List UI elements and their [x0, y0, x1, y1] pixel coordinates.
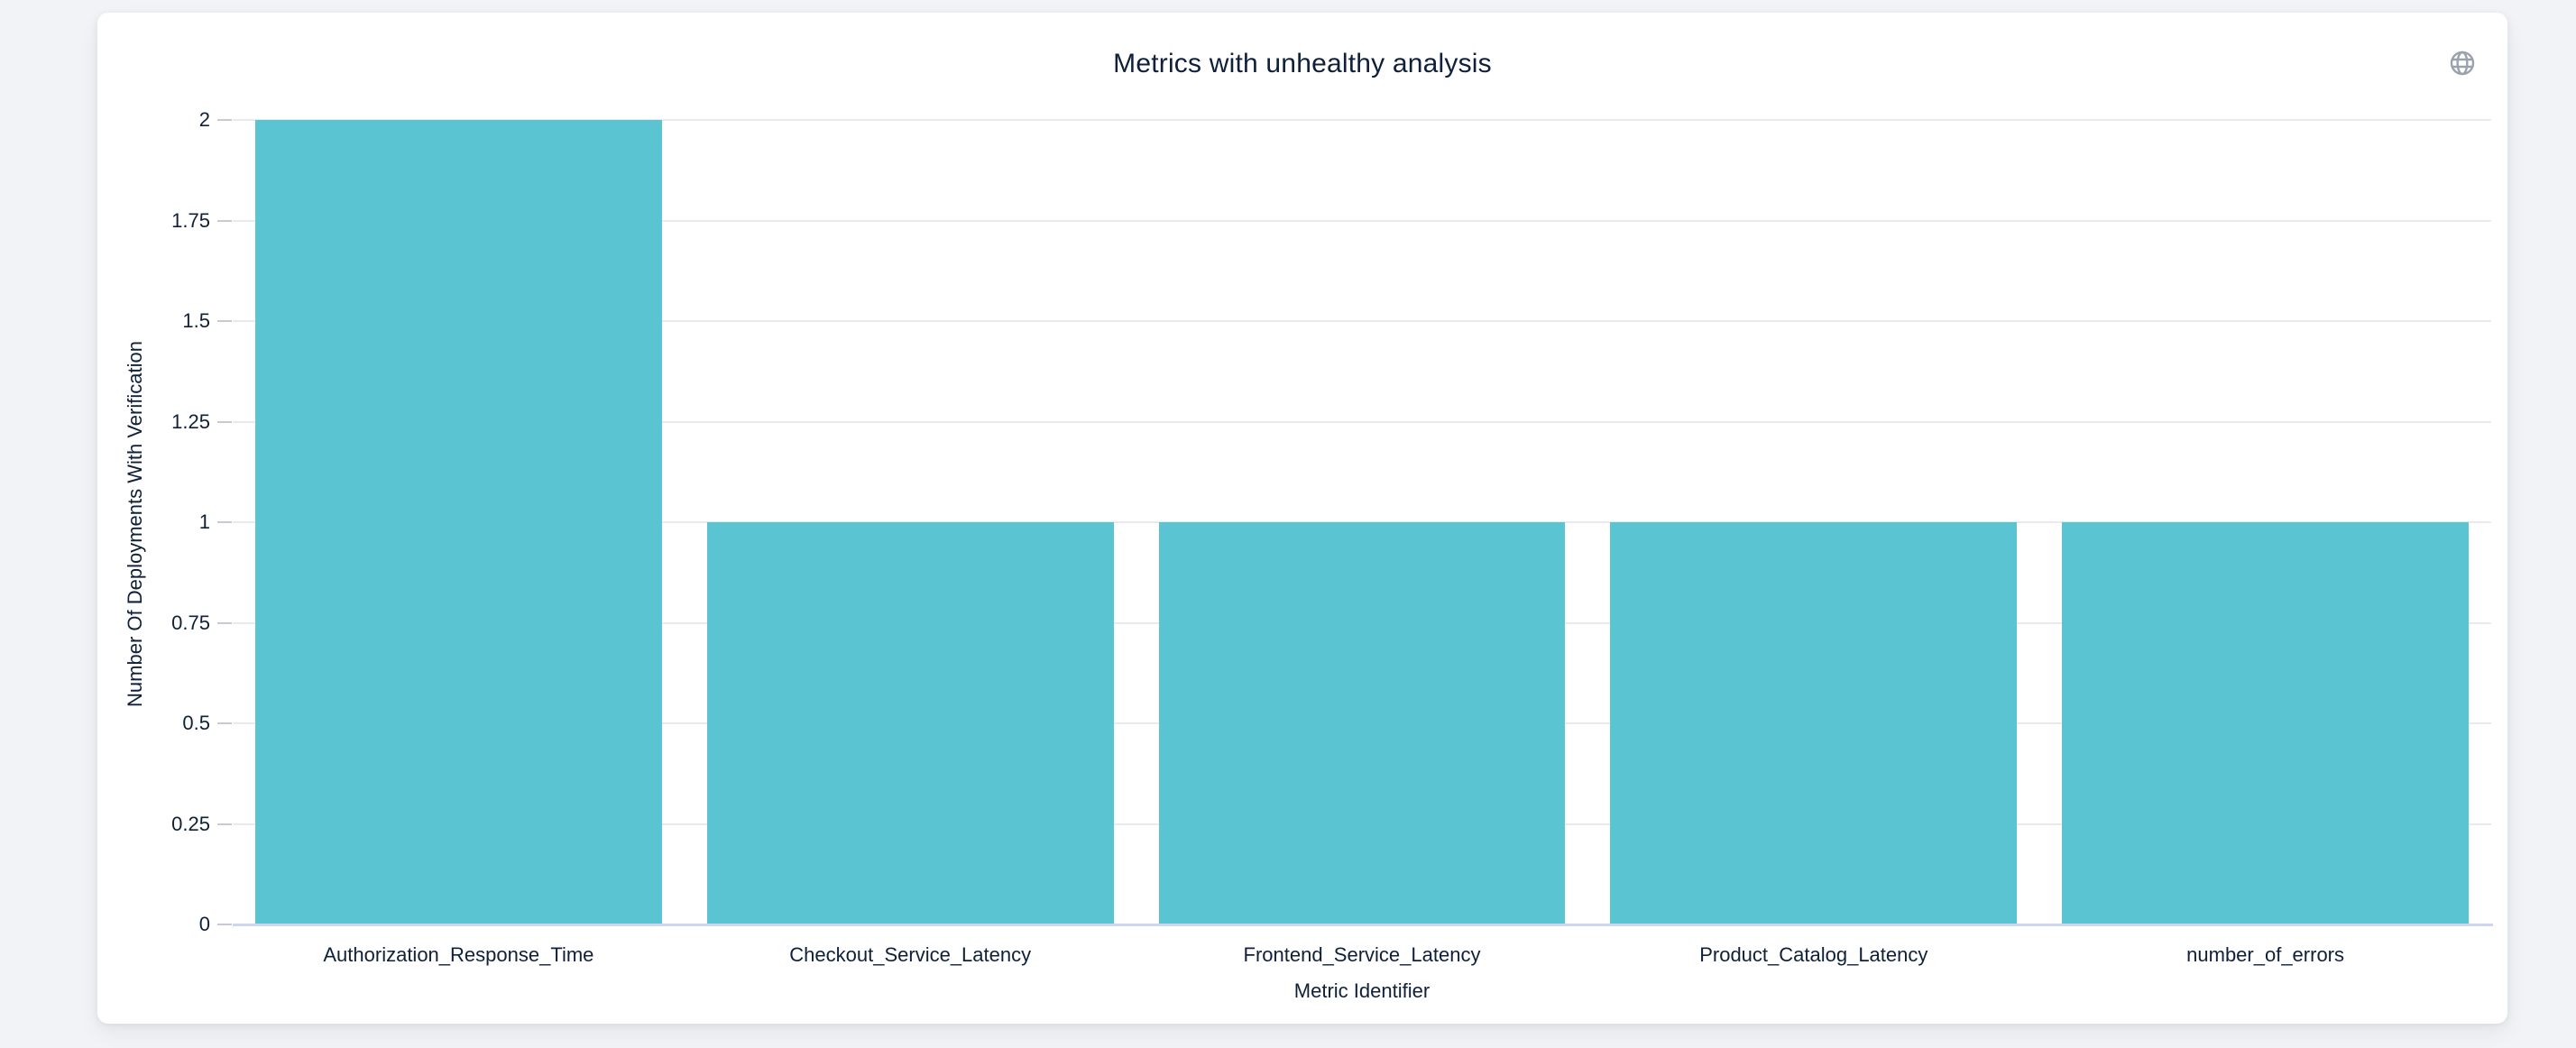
- bar[interactable]: [2062, 522, 2469, 924]
- chart-title: Metrics with unhealthy analysis: [1113, 49, 1492, 78]
- bar[interactable]: [706, 522, 1114, 924]
- bar-chart: 0 0.25 0.5 0.75 1 1.25 1.5 1.75 2 Authorization_R…: [97, 13, 2507, 1024]
- x-tick-label: Checkout_Service_Latency: [789, 943, 1032, 966]
- y-tick-mark: [217, 722, 232, 724]
- y-tick-mark: [217, 924, 232, 925]
- chart-card: Metrics with unhealthy analysis 0 0.25 0.5…: [97, 13, 2507, 1024]
- y-tick-mark: [217, 823, 232, 825]
- y-tick-label: 1.5: [182, 309, 210, 332]
- y-tick-label: 1: [198, 510, 210, 533]
- x-tick-label: Frontend_Service_Latency: [1243, 943, 1481, 966]
- y-tick-label: 0.75: [171, 611, 210, 634]
- y-axis-title: Number Of Deployments With Verification: [124, 341, 146, 707]
- y-gridline: [233, 320, 2491, 322]
- y-tick-mark: [217, 119, 232, 121]
- x-axis-line: [233, 924, 2493, 926]
- y-tick-label: 1.75: [171, 208, 210, 232]
- bar[interactable]: [1610, 522, 2018, 924]
- y-tick-mark: [217, 320, 232, 322]
- y-tick-label: 2: [198, 108, 210, 131]
- y-tick-mark: [217, 521, 232, 523]
- bar[interactable]: [255, 120, 662, 924]
- y-gridline: [233, 119, 2491, 121]
- y-tick-label: 0.25: [171, 812, 210, 835]
- x-tick-label: Product_Catalog_Latency: [1699, 943, 1928, 966]
- x-axis-title: Metric Identifier: [1293, 979, 1431, 1002]
- x-tick-label: number_of_errors: [2186, 943, 2345, 966]
- x-tick-label: Authorization_Response_Time: [323, 943, 594, 966]
- y-tick-label: 1.25: [171, 409, 210, 433]
- y-tick-mark: [217, 420, 232, 423]
- y-tick-mark: [217, 219, 232, 222]
- y-gridline: [233, 219, 2491, 222]
- y-tick-label: 0.5: [182, 712, 210, 734]
- y-tick-mark: [217, 621, 232, 624]
- y-tick-label: 0: [198, 913, 210, 935]
- bar[interactable]: [1158, 522, 1566, 924]
- y-gridline: [233, 420, 2491, 423]
- globe-icon[interactable]: [2448, 49, 2477, 78]
